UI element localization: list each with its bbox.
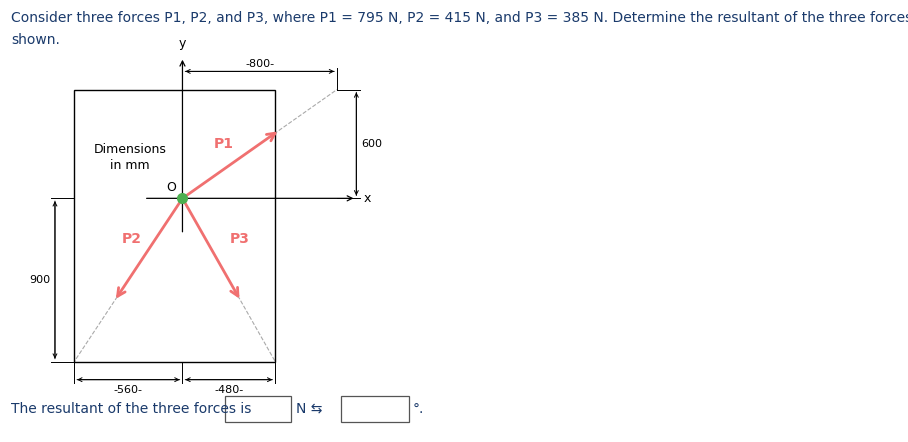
Text: y: y: [179, 37, 186, 50]
Text: -480-: -480-: [214, 385, 243, 395]
Text: shown.: shown.: [11, 33, 60, 47]
Text: 600: 600: [361, 139, 382, 149]
Text: P3: P3: [230, 232, 249, 246]
Text: °.: °.: [412, 402, 424, 416]
Text: P1: P1: [214, 137, 234, 151]
Text: -800-: -800-: [245, 59, 274, 69]
Text: Consider three forces P1, P2, and P3, where P1 = 795 N, P2 = 415 N, and P3 = 385: Consider three forces P1, P2, and P3, wh…: [11, 11, 908, 25]
Text: The resultant of the three forces is: The resultant of the three forces is: [11, 402, 252, 416]
Text: N ⇆: N ⇆: [296, 402, 322, 416]
Text: O: O: [166, 181, 176, 194]
Text: 900: 900: [29, 275, 50, 285]
Bar: [74, 90, 275, 362]
Text: in mm: in mm: [111, 159, 150, 172]
Text: -560-: -560-: [114, 385, 143, 395]
Text: P2: P2: [122, 232, 142, 246]
Text: x: x: [364, 192, 371, 205]
Text: Dimensions: Dimensions: [94, 143, 167, 156]
